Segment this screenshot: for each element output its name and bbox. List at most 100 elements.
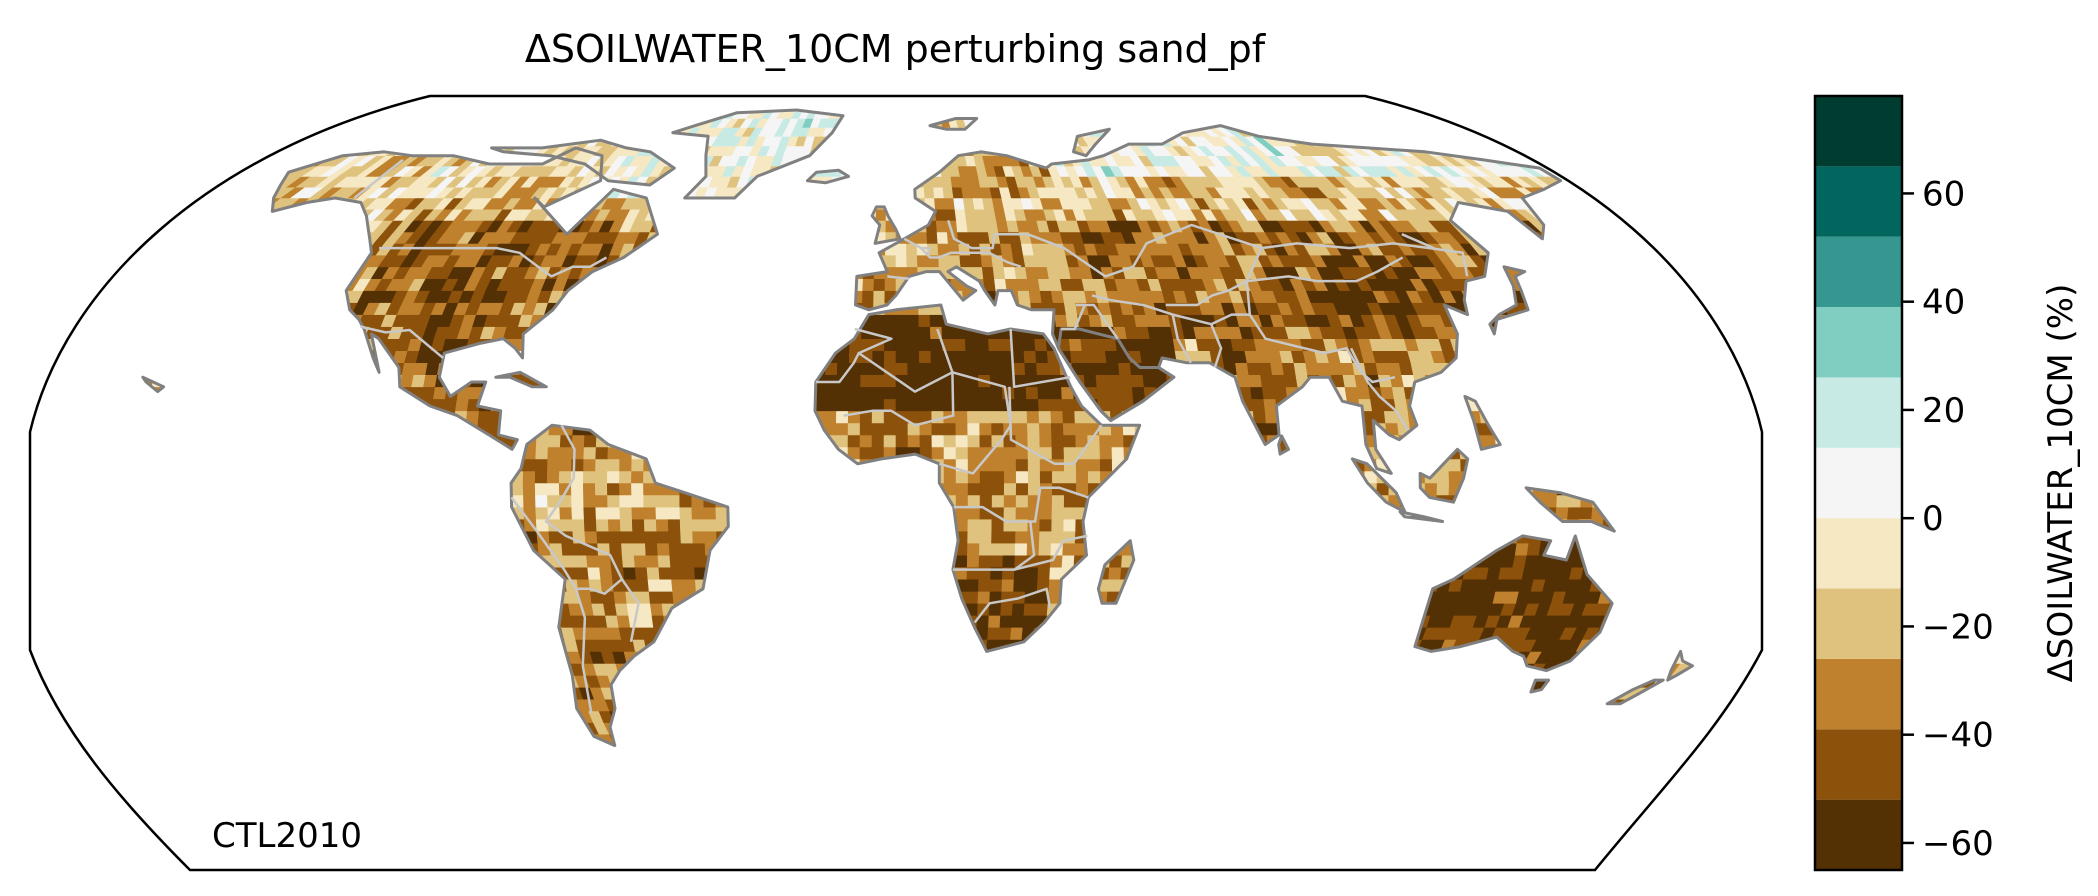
grid-cell (873, 290, 886, 303)
grid-cell (703, 518, 717, 532)
grid-cell (1051, 434, 1065, 448)
colorbar-ticks: 60 40 20 0 −20 −40 −60 (1902, 174, 1994, 864)
grid-cell (643, 506, 657, 520)
grid-cell (837, 350, 850, 364)
grid-cell (1000, 602, 1014, 616)
grid-cell (586, 554, 600, 568)
grid-cell (1138, 338, 1153, 352)
grid-cell (848, 374, 862, 388)
coastline-borneo (1418, 447, 1470, 504)
grid-cell (1448, 458, 1462, 472)
grid-cell (848, 386, 861, 400)
grid-cell (895, 326, 908, 340)
grid-cell (967, 542, 980, 556)
grid-cell (683, 578, 697, 592)
grid-cell (871, 398, 885, 412)
grid-cell (943, 446, 957, 460)
grid-cell (574, 554, 588, 568)
grid-cell (916, 254, 929, 268)
grid-cell (671, 578, 685, 592)
grid-cell (907, 374, 920, 388)
grid-cell (860, 374, 873, 388)
grid-cell (955, 506, 969, 520)
grid-cell (608, 530, 622, 544)
grid-cell (1258, 362, 1273, 376)
grid-cell (964, 338, 978, 352)
grid-cell (847, 422, 861, 436)
grid-cell (1074, 410, 1088, 424)
grid-cell (979, 458, 993, 472)
grid-cell (558, 470, 572, 484)
grid-cell (918, 314, 931, 327)
grid-cell (1014, 398, 1028, 412)
grid-cell (1149, 338, 1164, 352)
grid-cell (895, 386, 909, 400)
country-border (1401, 233, 1435, 250)
grid-cell (547, 446, 561, 460)
grid-cell (1087, 470, 1101, 484)
grid-cell (571, 434, 586, 448)
country-border (920, 247, 1022, 268)
grid-cell (943, 470, 957, 484)
grid-cell (1370, 398, 1385, 412)
grid-cell (559, 458, 573, 472)
grid-cell (1248, 374, 1263, 388)
grid-cell (966, 398, 980, 412)
grid-cell (979, 542, 992, 556)
grid-cell (990, 542, 1004, 556)
coastline-tasmania (1529, 678, 1551, 694)
grid-cell (646, 566, 661, 580)
grid-cell (1380, 386, 1395, 400)
grid-cell (934, 208, 947, 221)
coastlines (141, 108, 1694, 748)
grid-cell (1161, 338, 1176, 352)
colorbar-band (1815, 166, 1902, 237)
grid-cell (1063, 446, 1077, 460)
coastline-madagascar (1096, 539, 1136, 605)
grid-cell (1063, 470, 1077, 484)
grid-cell (907, 338, 920, 352)
grid-cell (534, 482, 548, 496)
colorbar-band (1815, 588, 1902, 659)
grid-cell (634, 566, 649, 580)
grid-cell (989, 578, 1003, 592)
coastline-north-america (270, 146, 659, 451)
grid-cell (1015, 506, 1029, 520)
grid-cell (967, 446, 981, 460)
grid-cell (1119, 374, 1133, 388)
grid-cell (1061, 398, 1075, 412)
coastline-arabia-west (1057, 327, 1176, 422)
grid-cell (1099, 446, 1113, 460)
grid-cell (1111, 446, 1125, 460)
grid-cell (953, 350, 967, 364)
grid-cell (621, 542, 635, 556)
grid-cell (561, 542, 575, 556)
grid-cell (633, 554, 648, 568)
grid-cell (1010, 626, 1024, 640)
grid-cell (599, 566, 613, 580)
grid-cell (1038, 422, 1052, 436)
grid-cell (587, 566, 602, 580)
country-border (379, 246, 608, 278)
grid-cell (906, 254, 918, 268)
grid-cell (979, 518, 993, 532)
grid-cell (1107, 578, 1121, 592)
grid-cell (1015, 458, 1029, 472)
grid-cell (965, 220, 979, 233)
country-border (1013, 521, 1036, 571)
grid-cell (1074, 422, 1088, 436)
grid-cell (1023, 602, 1037, 616)
country-border (843, 352, 955, 427)
grid-cell (907, 434, 921, 448)
grid-cell (979, 494, 993, 508)
grid-cell (660, 590, 674, 604)
grid-cell (1024, 362, 1038, 376)
grid-cell (916, 231, 928, 244)
grid-cell (631, 470, 644, 484)
grid-cell (967, 518, 981, 532)
grid-cell (979, 434, 993, 448)
grid-cell (1022, 614, 1036, 628)
grid-cell (1526, 542, 1542, 556)
country-border (360, 325, 444, 359)
country-border (815, 327, 893, 384)
